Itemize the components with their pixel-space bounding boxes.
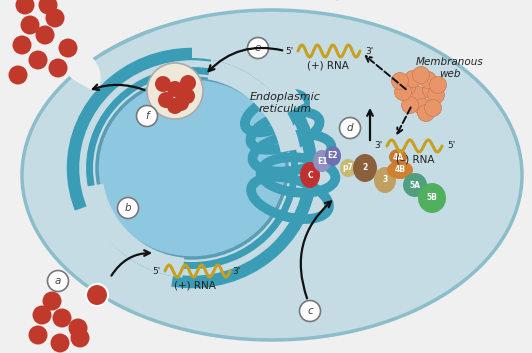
Ellipse shape	[325, 146, 341, 166]
Text: 5': 5'	[153, 267, 161, 275]
Circle shape	[53, 309, 71, 328]
Circle shape	[428, 86, 445, 103]
Circle shape	[48, 59, 68, 78]
Circle shape	[38, 0, 57, 14]
Circle shape	[402, 96, 419, 114]
Text: C: C	[307, 170, 313, 179]
Circle shape	[179, 88, 195, 104]
Circle shape	[118, 197, 138, 219]
Text: 5A: 5A	[410, 180, 420, 190]
Circle shape	[167, 81, 183, 97]
Text: 5B: 5B	[427, 193, 437, 203]
Text: 3': 3'	[375, 142, 383, 150]
Ellipse shape	[97, 78, 287, 258]
Circle shape	[9, 66, 28, 84]
Text: p7: p7	[343, 163, 353, 173]
Text: e: e	[255, 43, 261, 53]
Wedge shape	[54, 50, 100, 92]
Text: 5': 5'	[286, 47, 294, 55]
Text: (+) RNA: (+) RNA	[174, 280, 216, 290]
Text: 3': 3'	[365, 47, 373, 55]
Circle shape	[414, 98, 431, 115]
Ellipse shape	[300, 162, 320, 188]
Ellipse shape	[353, 154, 377, 182]
Circle shape	[15, 0, 35, 14]
Text: Endoplasmic
reticulum: Endoplasmic reticulum	[250, 92, 320, 114]
Circle shape	[158, 92, 174, 108]
Wedge shape	[70, 205, 173, 296]
Circle shape	[412, 66, 429, 84]
Circle shape	[247, 37, 269, 59]
Ellipse shape	[403, 173, 427, 197]
Circle shape	[21, 16, 39, 35]
Circle shape	[398, 78, 415, 96]
Circle shape	[180, 75, 196, 91]
Text: E2: E2	[328, 151, 338, 161]
Circle shape	[425, 100, 442, 116]
Circle shape	[392, 72, 409, 90]
Ellipse shape	[313, 150, 331, 172]
Text: 3: 3	[383, 175, 388, 185]
Circle shape	[12, 36, 31, 54]
Text: f: f	[145, 111, 149, 121]
Ellipse shape	[418, 183, 446, 213]
Text: 2: 2	[362, 163, 368, 173]
Text: Membranous
web: Membranous web	[416, 57, 484, 79]
Circle shape	[422, 82, 439, 98]
Text: (–) RNA: (–) RNA	[396, 155, 434, 165]
Text: 4B: 4B	[395, 166, 405, 174]
Circle shape	[71, 329, 89, 347]
Circle shape	[43, 292, 62, 311]
Circle shape	[29, 50, 47, 70]
Circle shape	[167, 98, 183, 114]
Circle shape	[300, 300, 320, 322]
Circle shape	[418, 104, 435, 121]
Text: d: d	[347, 123, 353, 133]
Ellipse shape	[389, 149, 407, 165]
Circle shape	[29, 325, 47, 345]
Circle shape	[46, 8, 64, 28]
Text: b: b	[124, 203, 131, 213]
Wedge shape	[60, 291, 122, 326]
Text: 4A: 4A	[393, 152, 404, 162]
Text: c: c	[307, 306, 313, 316]
Ellipse shape	[22, 10, 522, 340]
Circle shape	[147, 63, 203, 119]
Text: a: a	[55, 276, 61, 286]
Circle shape	[395, 84, 411, 101]
Ellipse shape	[374, 167, 396, 193]
Text: 5': 5'	[447, 142, 455, 150]
Text: (+) RNA: (+) RNA	[307, 60, 349, 70]
Circle shape	[404, 71, 421, 88]
Circle shape	[69, 318, 87, 337]
Wedge shape	[192, 38, 305, 113]
Circle shape	[155, 76, 171, 92]
Circle shape	[47, 270, 69, 292]
Wedge shape	[207, 60, 301, 152]
Wedge shape	[84, 184, 184, 277]
Ellipse shape	[340, 159, 356, 177]
Circle shape	[36, 25, 54, 44]
Circle shape	[429, 77, 446, 94]
Circle shape	[32, 305, 52, 324]
Circle shape	[59, 38, 78, 58]
Circle shape	[51, 334, 70, 353]
Circle shape	[420, 72, 436, 89]
Circle shape	[86, 284, 108, 306]
Circle shape	[410, 86, 427, 103]
Ellipse shape	[387, 161, 413, 179]
Circle shape	[339, 118, 361, 138]
Text: 3': 3'	[232, 267, 240, 275]
Circle shape	[137, 106, 157, 126]
Circle shape	[173, 95, 189, 111]
Text: E1: E1	[317, 156, 327, 166]
